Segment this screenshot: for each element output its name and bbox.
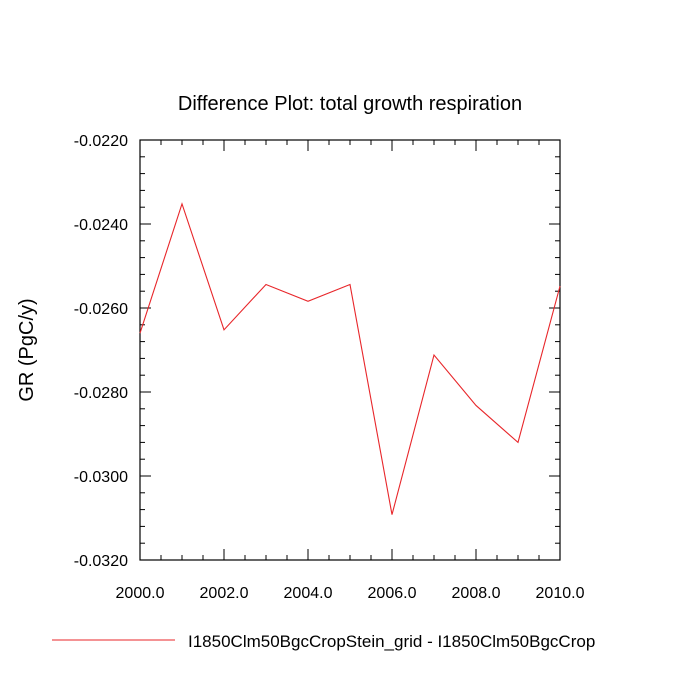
plot-frame — [139, 139, 561, 561]
chart-title: Difference Plot: total growth respiratio… — [178, 93, 522, 115]
series-line — [139, 202, 561, 515]
legend-label: I1850Clm50BgcCropStein_grid - I1850Clm50… — [188, 632, 595, 651]
y-axis-label: GR (PgC/y) — [16, 298, 38, 401]
x-tick-label: 2010.0 — [536, 585, 585, 602]
y-tick-label: -0.0300 — [74, 469, 128, 486]
plot-area: 2000.0 2002.0 2004.0 2006.0 2008.0 2010.0 -0.0… — [74, 133, 585, 602]
y-tick-label: -0.0280 — [74, 385, 128, 402]
x-tick-label: 2008.0 — [452, 585, 501, 602]
y-tick-label: -0.0220 — [74, 133, 128, 150]
x-tick-label: 2006.0 — [368, 585, 417, 602]
y-tick-label: -0.0260 — [74, 301, 128, 318]
y-tick-label: -0.0240 — [74, 217, 128, 234]
legend: I1850Clm50BgcCropStein_grid - I1850Clm50… — [52, 632, 595, 651]
x-tick-label: 2004.0 — [284, 585, 333, 602]
y-tick-label: -0.0320 — [74, 553, 128, 570]
x-tick-label: 2002.0 — [200, 585, 249, 602]
x-tick-label: 2000.0 — [116, 585, 165, 602]
